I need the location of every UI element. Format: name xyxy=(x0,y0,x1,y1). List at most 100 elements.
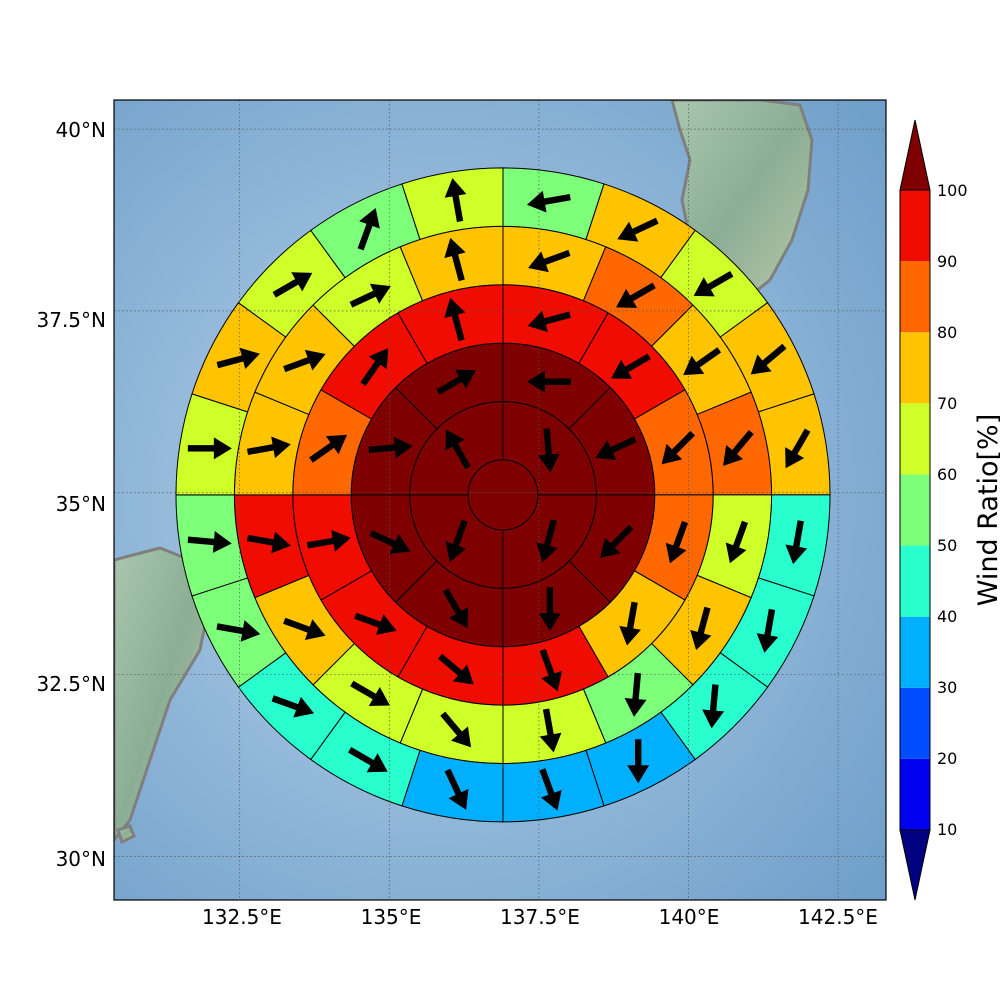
colorbar-band xyxy=(900,545,930,617)
wind-arrow xyxy=(0,0,11,21)
wind-arrow xyxy=(0,0,11,21)
wind-arrow xyxy=(444,297,466,342)
wind-arrow xyxy=(725,520,748,564)
wind-arrow xyxy=(536,519,558,563)
wind-arrow xyxy=(349,283,391,308)
wind-arrow xyxy=(360,348,389,386)
wind-ratio-sectors xyxy=(175,167,831,823)
colorbar-band xyxy=(900,403,930,475)
colorbar-tick-label: 20 xyxy=(937,749,957,768)
wind-arrow xyxy=(539,768,562,811)
colorbar-tick-label: 80 xyxy=(937,323,957,342)
wind-arrow xyxy=(683,347,722,376)
wind-arrow xyxy=(246,531,291,554)
wind-arrow xyxy=(528,249,571,273)
wind-arrow xyxy=(0,0,11,21)
wind-arrow xyxy=(539,708,562,753)
wind-arrow xyxy=(0,0,11,21)
wind-arrow xyxy=(0,0,11,21)
colorbar-tick-label: 10 xyxy=(937,820,957,839)
wind-arrow xyxy=(665,520,689,564)
wind-arrow xyxy=(526,370,571,393)
wind-arrow xyxy=(595,436,637,461)
wind-arrow xyxy=(0,0,11,21)
wind-arrow xyxy=(690,606,712,651)
graticule xyxy=(114,100,886,900)
wind-arrow xyxy=(0,0,11,21)
colorbar-tick-label: 70 xyxy=(937,394,957,413)
lon-tick-label: 142.5°E xyxy=(798,905,878,929)
wind-arrow xyxy=(617,217,659,242)
wind-arrow xyxy=(619,601,641,646)
wind-arrow xyxy=(0,0,11,21)
wind-arrow xyxy=(348,746,388,773)
wind-arrow xyxy=(0,0,11,21)
colorbar-band xyxy=(900,261,930,333)
lon-tick-label: 132.5°E xyxy=(202,905,282,929)
wind-arrow xyxy=(272,272,313,298)
colorbar-band xyxy=(900,687,930,759)
wind-arrow xyxy=(723,430,754,466)
colorbar-under-arrow xyxy=(899,829,931,901)
wind-arrow xyxy=(0,0,11,21)
wind-direction-arrows xyxy=(0,0,811,811)
wind-arrow xyxy=(0,0,11,21)
wind-arrow xyxy=(187,437,232,460)
wind-arrow xyxy=(702,684,725,729)
colorbar-label: Wind Ratio[%] xyxy=(973,414,1000,606)
wind-arrow xyxy=(661,430,695,465)
colorbar-tick-labels: 10 20 30 40 50 60 70 80 90 100 xyxy=(937,181,968,839)
lat-tick-label: 40°N xyxy=(56,118,106,142)
colorbar-band xyxy=(900,758,930,830)
wind-arrow xyxy=(283,349,326,373)
wind-arrow xyxy=(283,617,326,640)
wind-arrow xyxy=(445,429,471,470)
colorbar-band xyxy=(900,190,930,262)
lat-tick-label: 37.5°N xyxy=(37,308,107,332)
wind-arrow xyxy=(627,739,650,784)
wind-arrow xyxy=(350,680,390,706)
wind-arrow xyxy=(756,608,779,653)
wind-arrow xyxy=(0,0,11,21)
colorbar-tick-label: 40 xyxy=(937,607,957,626)
colorbar-tick-label: 100 xyxy=(937,181,968,200)
wind-arrow xyxy=(357,207,380,251)
colorbar-tick-label: 50 xyxy=(937,536,957,555)
wind-arrow xyxy=(785,520,808,565)
colorbar-tick-label: 30 xyxy=(937,678,957,697)
wind-arrow xyxy=(526,190,571,213)
lat-tick-label: 30°N xyxy=(56,847,106,871)
wind-arrow xyxy=(616,282,656,308)
wind-arrow xyxy=(539,648,562,692)
lat-tick-label: 35°N xyxy=(56,492,106,516)
wind-arrow xyxy=(0,0,11,21)
wind-arrow xyxy=(354,612,397,635)
wind-arrow xyxy=(216,347,260,370)
longitude-tick-labels: 132.5°E 135°E 137.5°E 140°E 142.5°E xyxy=(202,905,878,929)
colorbar-band xyxy=(900,332,930,404)
wind-arrow xyxy=(0,0,11,21)
wind-arrow xyxy=(0,0,11,21)
wind-arrow xyxy=(611,353,651,379)
wind-arrow xyxy=(0,0,11,21)
wind-arrow xyxy=(527,310,571,332)
wind-arrow xyxy=(785,428,811,469)
colorbar-tick-label: 90 xyxy=(937,252,957,271)
wind-arrow xyxy=(368,436,413,459)
wind-arrow xyxy=(444,178,467,223)
colorbar-frame xyxy=(899,189,931,831)
wind-arrow xyxy=(0,0,11,21)
wind-arrow xyxy=(538,587,561,632)
wind-arrow xyxy=(0,0,11,21)
colorbar-tick-label: 60 xyxy=(937,465,957,484)
lat-tick-label: 32.5°N xyxy=(37,672,107,696)
wind-arrow xyxy=(0,0,11,21)
wind-arrow xyxy=(442,588,469,629)
map-area xyxy=(0,0,886,900)
wind-arrow xyxy=(0,0,11,21)
wind-arrow xyxy=(0,0,11,21)
colorbar-over-arrow xyxy=(899,119,931,191)
wind-arrow xyxy=(187,530,232,553)
wind-arrow xyxy=(444,768,469,810)
